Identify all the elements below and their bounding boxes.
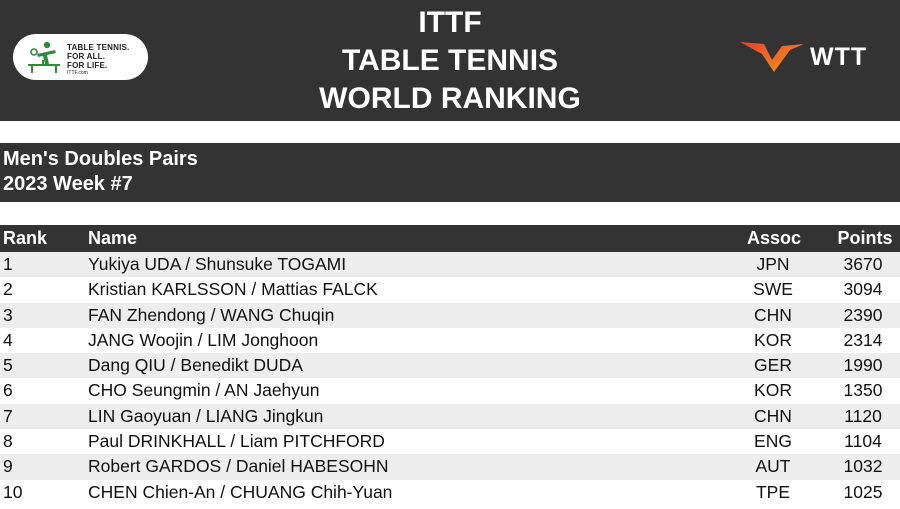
points-cell: 1350 <box>843 380 883 401</box>
name-cell: CHO Seungmin / AN Jaehyun <box>88 380 320 401</box>
rank-cell: 6 <box>3 380 13 401</box>
ranking-week: 2023 Week #7 <box>3 173 133 195</box>
assoc-cell: ENG <box>754 431 792 452</box>
assoc-cell: KOR <box>754 329 792 350</box>
assoc-cell: CHN <box>754 304 792 325</box>
ittf-player-icon <box>28 41 60 73</box>
title-line: TABLE TENNIS <box>341 44 559 77</box>
table-row: 10 CHEN Chien-An / CHUANG Chih-Yuan TPE … <box>0 480 900 505</box>
table-row: 7 LIN Gaoyuan / LIANG Jingkun CHN 1120 <box>0 403 900 430</box>
table-row: 5 Dang QIU / Benedikt DUDA GER 1990 <box>0 353 900 379</box>
page-title: ITTF TABLE TENNIS WORLD RANKING <box>0 4 900 118</box>
wtt-wing-icon <box>740 42 804 72</box>
column-header-points: Points <box>837 228 893 248</box>
wtt-logo: WTT <box>738 40 878 74</box>
table-row: 8 Paul DRINKHALL / Liam PITCHFORD ENG 11… <box>0 429 900 454</box>
table-row: 3 FAN Zhendong / WANG Chuqin CHN 2390 <box>0 302 900 328</box>
ittf-tagline-line: FOR ALL. <box>67 52 106 61</box>
rank-cell: 5 <box>3 355 13 376</box>
table-row: 9 Robert GARDOS / Daniel HABESOHN AUT 10… <box>0 454 900 480</box>
ranking-category: Men's Doubles Pairs 2023 Week #7 <box>0 143 900 202</box>
name-cell: Kristian KARLSSON / Mattias FALCK <box>88 279 378 300</box>
rank-cell: 9 <box>3 456 13 477</box>
assoc-cell: CHN <box>754 405 792 426</box>
ittf-tagline-line: FOR LIFE. <box>67 61 108 70</box>
header-banner: TABLE TENNIS. FOR ALL. FOR LIFE. ITTF.co… <box>0 0 900 121</box>
rank-cell: 3 <box>3 304 13 325</box>
name-cell: CHEN Chien-An / CHUANG Chih-Yuan <box>88 481 393 502</box>
ittf-logo: TABLE TENNIS. FOR ALL. FOR LIFE. ITTF.co… <box>13 34 148 80</box>
ittf-url: ITTF.com <box>67 70 88 76</box>
table-header: Rank Name Assoc Points <box>0 225 900 252</box>
category-title: Men's Doubles Pairs <box>3 148 198 170</box>
assoc-cell: KOR <box>754 380 792 401</box>
wtt-wordmark: WTT <box>810 43 868 71</box>
table-row: 1 Yukiya UDA / Shunsuke TOGAMI JPN 3670 <box>0 252 900 278</box>
name-cell: Paul DRINKHALL / Liam PITCHFORD <box>88 431 385 452</box>
points-cell: 1104 <box>844 431 882 452</box>
rank-cell: 1 <box>3 254 13 274</box>
title-line: ITTF <box>418 6 482 39</box>
column-header-rank: Rank <box>3 228 48 248</box>
ittf-tagline-line: TABLE TENNIS. <box>67 43 130 52</box>
table-row: 6 CHO Seungmin / AN Jaehyun KOR 1350 <box>0 378 900 403</box>
ranking-table: Rank Name Assoc Points 1 Yukiya UDA / Sh… <box>0 225 900 505</box>
points-cell: 1025 <box>843 481 883 502</box>
points-cell: 1990 <box>843 355 883 376</box>
name-cell: Yukiya UDA / Shunsuke TOGAMI <box>88 254 347 274</box>
rank-cell: 4 <box>3 329 13 350</box>
assoc-cell: AUT <box>755 456 791 477</box>
ittf-tagline: TABLE TENNIS. FOR ALL. FOR LIFE. <box>67 43 129 70</box>
points-cell: 3094 <box>843 279 883 300</box>
name-cell: LIN Gaoyuan / LIANG Jingkun <box>88 405 324 426</box>
points-cell: 3670 <box>843 254 883 274</box>
assoc-cell: GER <box>754 355 792 376</box>
name-cell: Dang QIU / Benedikt DUDA <box>88 355 303 376</box>
assoc-cell: TPE <box>755 481 791 502</box>
rank-cell: 10 <box>3 481 23 502</box>
rank-cell: 8 <box>3 431 13 452</box>
column-header-assoc: Assoc <box>746 228 802 248</box>
table-row: 4 JANG Woojin / LIM Jonghoon KOR 2314 <box>0 328 900 353</box>
assoc-cell: SWE <box>753 279 793 300</box>
points-cell: 1120 <box>844 405 882 426</box>
rank-cell: 7 <box>3 405 13 426</box>
table-row: 2 Kristian KARLSSON / Mattias FALCK SWE … <box>0 277 900 302</box>
name-cell: Robert GARDOS / Daniel HABESOHN <box>88 456 389 477</box>
name-cell: JANG Woojin / LIM Jonghoon <box>88 329 319 350</box>
points-cell: 1032 <box>843 456 883 477</box>
points-cell: 2314 <box>843 329 883 350</box>
name-cell: FAN Zhendong / WANG Chuqin <box>88 304 335 325</box>
points-cell: 2390 <box>843 304 883 325</box>
title-line: WORLD RANKING <box>319 82 581 115</box>
assoc-cell: JPN <box>756 254 790 274</box>
column-header-name: Name <box>88 228 138 248</box>
rank-cell: 2 <box>3 279 13 300</box>
